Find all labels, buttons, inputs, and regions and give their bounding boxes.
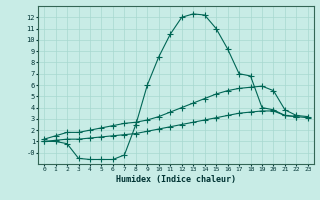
X-axis label: Humidex (Indice chaleur): Humidex (Indice chaleur)	[116, 175, 236, 184]
